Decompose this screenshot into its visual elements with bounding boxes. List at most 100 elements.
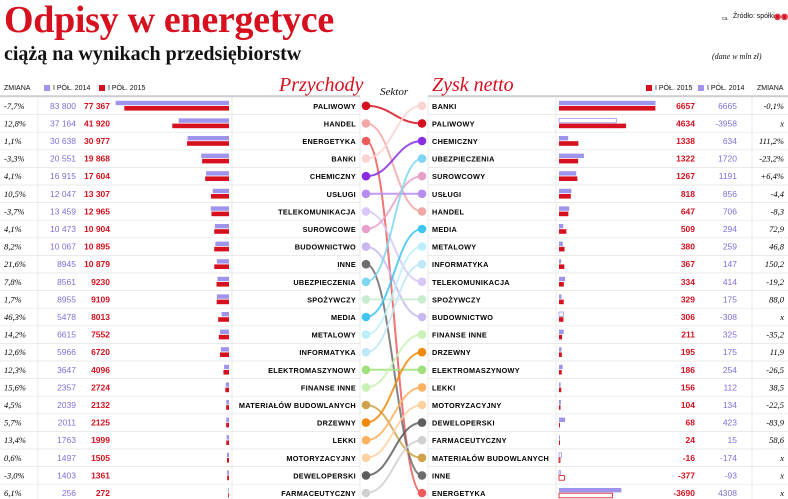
profit-sector-label: UBEZPIECZENIA — [432, 155, 495, 164]
profit-2014-value: 325 — [723, 330, 737, 340]
revenue-change-value: 8,2% — [4, 242, 22, 252]
unit-note: (dane w mln zł) — [712, 52, 762, 61]
revenue-bar-2015 — [219, 352, 229, 357]
sector-dot-right — [417, 136, 427, 146]
revenue-2014-value: 8561 — [57, 277, 76, 287]
profit-sector-label: HANDEL — [432, 207, 464, 216]
revenue-bar-2014 — [216, 294, 229, 299]
profit-bar-2015 — [559, 211, 569, 217]
revenue-bar-2015 — [216, 282, 229, 287]
legend-swatch-2015 — [99, 85, 105, 91]
right-change-header: ZMIANA — [757, 85, 784, 92]
revenue-bar-2014 — [210, 206, 229, 211]
revenue-2014-value: 8945 — [57, 259, 76, 269]
revenue-bar-2015 — [225, 387, 229, 393]
sector-dot-left — [361, 471, 371, 480]
revenue-bar-2015 — [216, 299, 229, 305]
sector-link-line — [365, 386, 423, 442]
legend-label-2015: I PÓŁ. 2015 — [655, 85, 693, 92]
sector-dot-right — [417, 101, 427, 111]
revenue-2015-value: 1505 — [91, 453, 110, 463]
revenue-2014-value: 5966 — [57, 347, 76, 357]
revenue-bar-2014 — [216, 259, 229, 264]
revenue-2015-value: 41 920 — [84, 118, 110, 128]
revenue-bar-2015 — [214, 229, 229, 234]
sector-link-line — [365, 263, 423, 354]
sector-link-line — [365, 140, 423, 494]
profit-2014-value: -93 — [725, 470, 738, 480]
profit-sector-label: METALOWY — [432, 243, 476, 252]
sector-link-line — [365, 104, 423, 125]
revenue-change-value: 4,5% — [4, 400, 22, 410]
revenue-sector-label: BANKI — [331, 155, 356, 164]
profit-bar-2015 — [559, 317, 564, 322]
revenue-2015-value: 1999 — [91, 435, 110, 445]
sector-dot-right — [417, 453, 427, 463]
sector-link-line — [365, 175, 423, 230]
sector-dot-right — [417, 171, 427, 181]
revenue-2015-value: 8013 — [91, 312, 110, 322]
revenue-2014-value: 1763 — [57, 435, 76, 445]
profit-2014-value: 15 — [728, 435, 738, 445]
revenue-2014-value: 6615 — [57, 330, 76, 340]
profit-change-value: 58,6 — [769, 435, 785, 445]
profit-change-value: x — [779, 312, 784, 322]
sector-dot-right — [417, 383, 427, 392]
sector-dot-left — [361, 347, 371, 357]
source-note: Źródło: spółki — [733, 13, 775, 20]
revenue-sector-label: USŁUGI — [327, 190, 356, 199]
revenue-sector-label: INFORMATYKA — [299, 348, 356, 357]
revenue-2014-value: 256 — [62, 488, 76, 498]
revenue-2015-value: 7552 — [91, 330, 110, 340]
profit-sector-label: BANKI — [432, 102, 457, 111]
revenue-sector-label: BUDOWNICTWO — [295, 243, 356, 252]
sector-link-line — [365, 333, 423, 389]
revenue-2015-value: 10 904 — [84, 224, 110, 234]
revenue-2015-value: 2125 — [91, 418, 110, 428]
profit-bar-2014 — [559, 294, 562, 299]
sector-dot-left — [361, 488, 371, 498]
profit-sector-label: FINANSE INNE — [432, 331, 487, 340]
left-change-header: ZMIANA — [4, 85, 31, 92]
sector-link-line — [365, 404, 423, 459]
revenue-bar-2015 — [223, 370, 229, 375]
profit-change-value: 11,9 — [770, 347, 785, 357]
revenue-change-value: 14,2% — [4, 330, 26, 340]
profit-bar-2014 — [559, 400, 561, 405]
revenue-bar-2014 — [220, 329, 229, 334]
revenue-sector-label: ELEKTROMASZYNOWY — [268, 366, 356, 375]
revenue-bar-2014 — [178, 118, 229, 123]
revenue-sector-label: PALIWOWY — [313, 102, 356, 111]
profit-sector-label: CHEMICZNY — [432, 137, 478, 146]
profit-bar-2014 — [558, 311, 564, 317]
revenue-2014-value: 10 067 — [50, 242, 76, 252]
sector-dot-right — [417, 119, 427, 128]
profit-change-value: 111,2% — [759, 136, 784, 146]
profit-sector-label: ENERGETYKA — [432, 489, 486, 498]
revenue-sector-label: DRZEWNY — [317, 419, 356, 428]
revenue-2015-value: 19 868 — [84, 154, 110, 164]
sector-dot-right — [417, 418, 427, 427]
revenue-bar-2015 — [226, 458, 229, 463]
sector-link-line — [365, 157, 423, 283]
revenue-bar-2014 — [220, 347, 229, 352]
revenue-sector-label: MOTORYZACYJNY — [286, 454, 356, 463]
profit-bar-2014 — [559, 276, 565, 282]
sector-dot-right — [417, 365, 427, 375]
sector-link-line — [365, 439, 423, 494]
revenue-bar-2015 — [214, 246, 229, 252]
profit-bar-2015 — [559, 387, 562, 393]
sector-link-line — [365, 122, 423, 213]
revenue-2014-value: 10 473 — [50, 224, 76, 234]
sector-dot-left — [361, 365, 371, 375]
sector-dot-left — [361, 435, 371, 445]
revenue-bar-2014 — [201, 153, 229, 158]
revenue-2014-value: 5478 — [57, 312, 76, 322]
revenue-bar-2014 — [228, 488, 229, 493]
profit-bar-2015 — [559, 299, 564, 305]
sector-link-line — [365, 104, 423, 160]
revenue-2015-value: 4096 — [91, 365, 110, 375]
profit-2015-value: 367 — [681, 259, 695, 269]
page-title: Odpisy w energetyce — [4, 0, 334, 41]
